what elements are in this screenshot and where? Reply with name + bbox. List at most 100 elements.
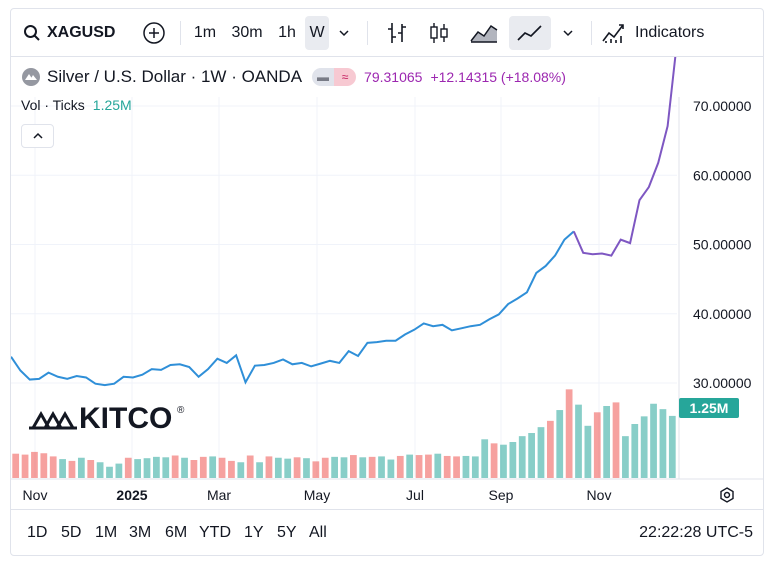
volume-bar [171,455,179,478]
range-all[interactable]: All [309,524,327,541]
volume-bar [378,456,385,478]
volume-bar [640,416,648,478]
add-compare-icon [143,22,165,44]
chart-settings-icon[interactable] [720,487,734,503]
volume-bar [359,457,367,478]
bar-chart-icon [388,23,406,43]
chart-widget: XAGUSD 1m 30m 1h W Indicato [10,8,764,556]
range-ytd[interactable]: YTD [199,524,231,541]
volume-bar [350,455,357,478]
volume-bar [612,402,620,478]
volume-bar [284,458,292,478]
area-chart-icon [470,24,498,43]
volume-bar [115,463,123,478]
volume-bar [218,457,226,478]
interval-1h[interactable]: 1h [273,16,301,50]
toolbar-separator [180,21,181,45]
collapse-legend-button[interactable] [21,124,54,148]
chevron-down-icon [563,30,573,37]
volume-bar [584,425,592,478]
volume-value: 1.25M [92,97,132,113]
y-tick-label: 40.00000 [693,306,752,322]
volume-bar [199,456,207,478]
x-tick-label: May [304,487,330,503]
x-tick-label: 2025 [116,487,147,503]
price-axis: 30.00000 40.00000 50.00000 60.00000 70.00000… [678,97,752,479]
volume-bar [509,442,517,478]
line-chart-button[interactable] [509,16,551,50]
time-axis: Nov 2025 Mar May Jul Sep Nov [11,478,763,503]
volume-bar [87,460,95,478]
legend-toggle[interactable]: ▬ ≈ [312,68,357,86]
volume-bar [162,457,170,478]
volume-bar [650,403,657,478]
indicators-button[interactable]: Indicators [601,16,723,50]
volume-bar [518,436,526,478]
volume-bar [77,457,85,478]
volume-bar [274,457,282,478]
volume-bar [565,389,573,478]
eye-toggle-icon[interactable]: ▬ [312,68,335,86]
compare-button[interactable] [139,16,169,50]
y-tick-label: 70.00000 [693,98,752,114]
price-line-recent [572,57,677,257]
volume-bar [181,457,188,478]
volume-bar [668,415,676,478]
interval-dropdown[interactable] [333,16,355,50]
settings-wave-icon[interactable]: ≈ [334,68,357,86]
price-chart[interactable]: KITCO ® 30.00000 40.00000 50.00000 60.00000… [11,57,764,511]
volume-bar [500,444,507,478]
hexagon-shape [720,487,734,503]
volume-bar [246,455,254,478]
legend-title: Silver / U.S. Dollar · 1W · OANDA [47,67,303,86]
volume-bar [396,455,404,478]
volume-bar [312,461,320,478]
kitco-watermark: KITCO ® [29,402,185,435]
interval-1h-label: 1h [278,24,296,41]
range-1y[interactable]: 1Y [244,524,264,541]
volume-bar [603,406,611,478]
chart-type-dropdown[interactable] [557,16,579,50]
range-6m[interactable]: 6M [165,524,188,541]
volume-bar [106,466,113,478]
volume-bar [143,458,151,478]
x-tick-label: Mar [207,487,231,503]
volume-bar [124,457,132,478]
area-chart-button[interactable] [467,16,501,50]
range-5y[interactable]: 5Y [277,524,297,541]
volume-bar [462,455,470,478]
range-5d[interactable]: 5D [61,524,82,541]
interval-w[interactable]: W [305,16,329,50]
volume-bar [303,458,310,478]
bar-chart-button[interactable] [383,16,411,50]
volume-bar [425,454,432,478]
interval-1m[interactable]: 1m [189,16,221,50]
volume-bar [434,453,442,478]
clock: 22:22:28 UTC-5 [639,524,753,541]
interval-1m-label: 1m [193,24,217,41]
volume-bar [265,456,273,478]
volume-bar [556,410,564,478]
volume-bar [256,462,263,478]
candles-button[interactable] [425,16,453,50]
chevron-down-icon [339,30,349,37]
kitco-logo-icon [29,410,77,430]
x-tick-label: Nov [587,487,612,503]
volume-bar [331,456,338,478]
symbol-search[interactable]: XAGUSD [17,16,131,50]
volume-bar [415,455,423,478]
volume-bar [481,439,489,478]
range-3m[interactable]: 3M [129,524,152,541]
volume-bar [546,420,554,478]
interval-30m[interactable]: 30m [227,16,267,50]
volume-label: Vol · Ticks [21,97,85,113]
x-tick-label: Sep [489,487,514,503]
volume-bar [31,451,38,478]
hexagon-center [723,491,731,499]
price-series [11,57,677,387]
range-1m[interactable]: 1M [95,524,118,541]
chevron-up-icon [32,132,43,139]
x-tick-label: Nov [23,487,48,503]
volume-bar [153,456,160,478]
range-1d[interactable]: 1D [27,524,48,541]
